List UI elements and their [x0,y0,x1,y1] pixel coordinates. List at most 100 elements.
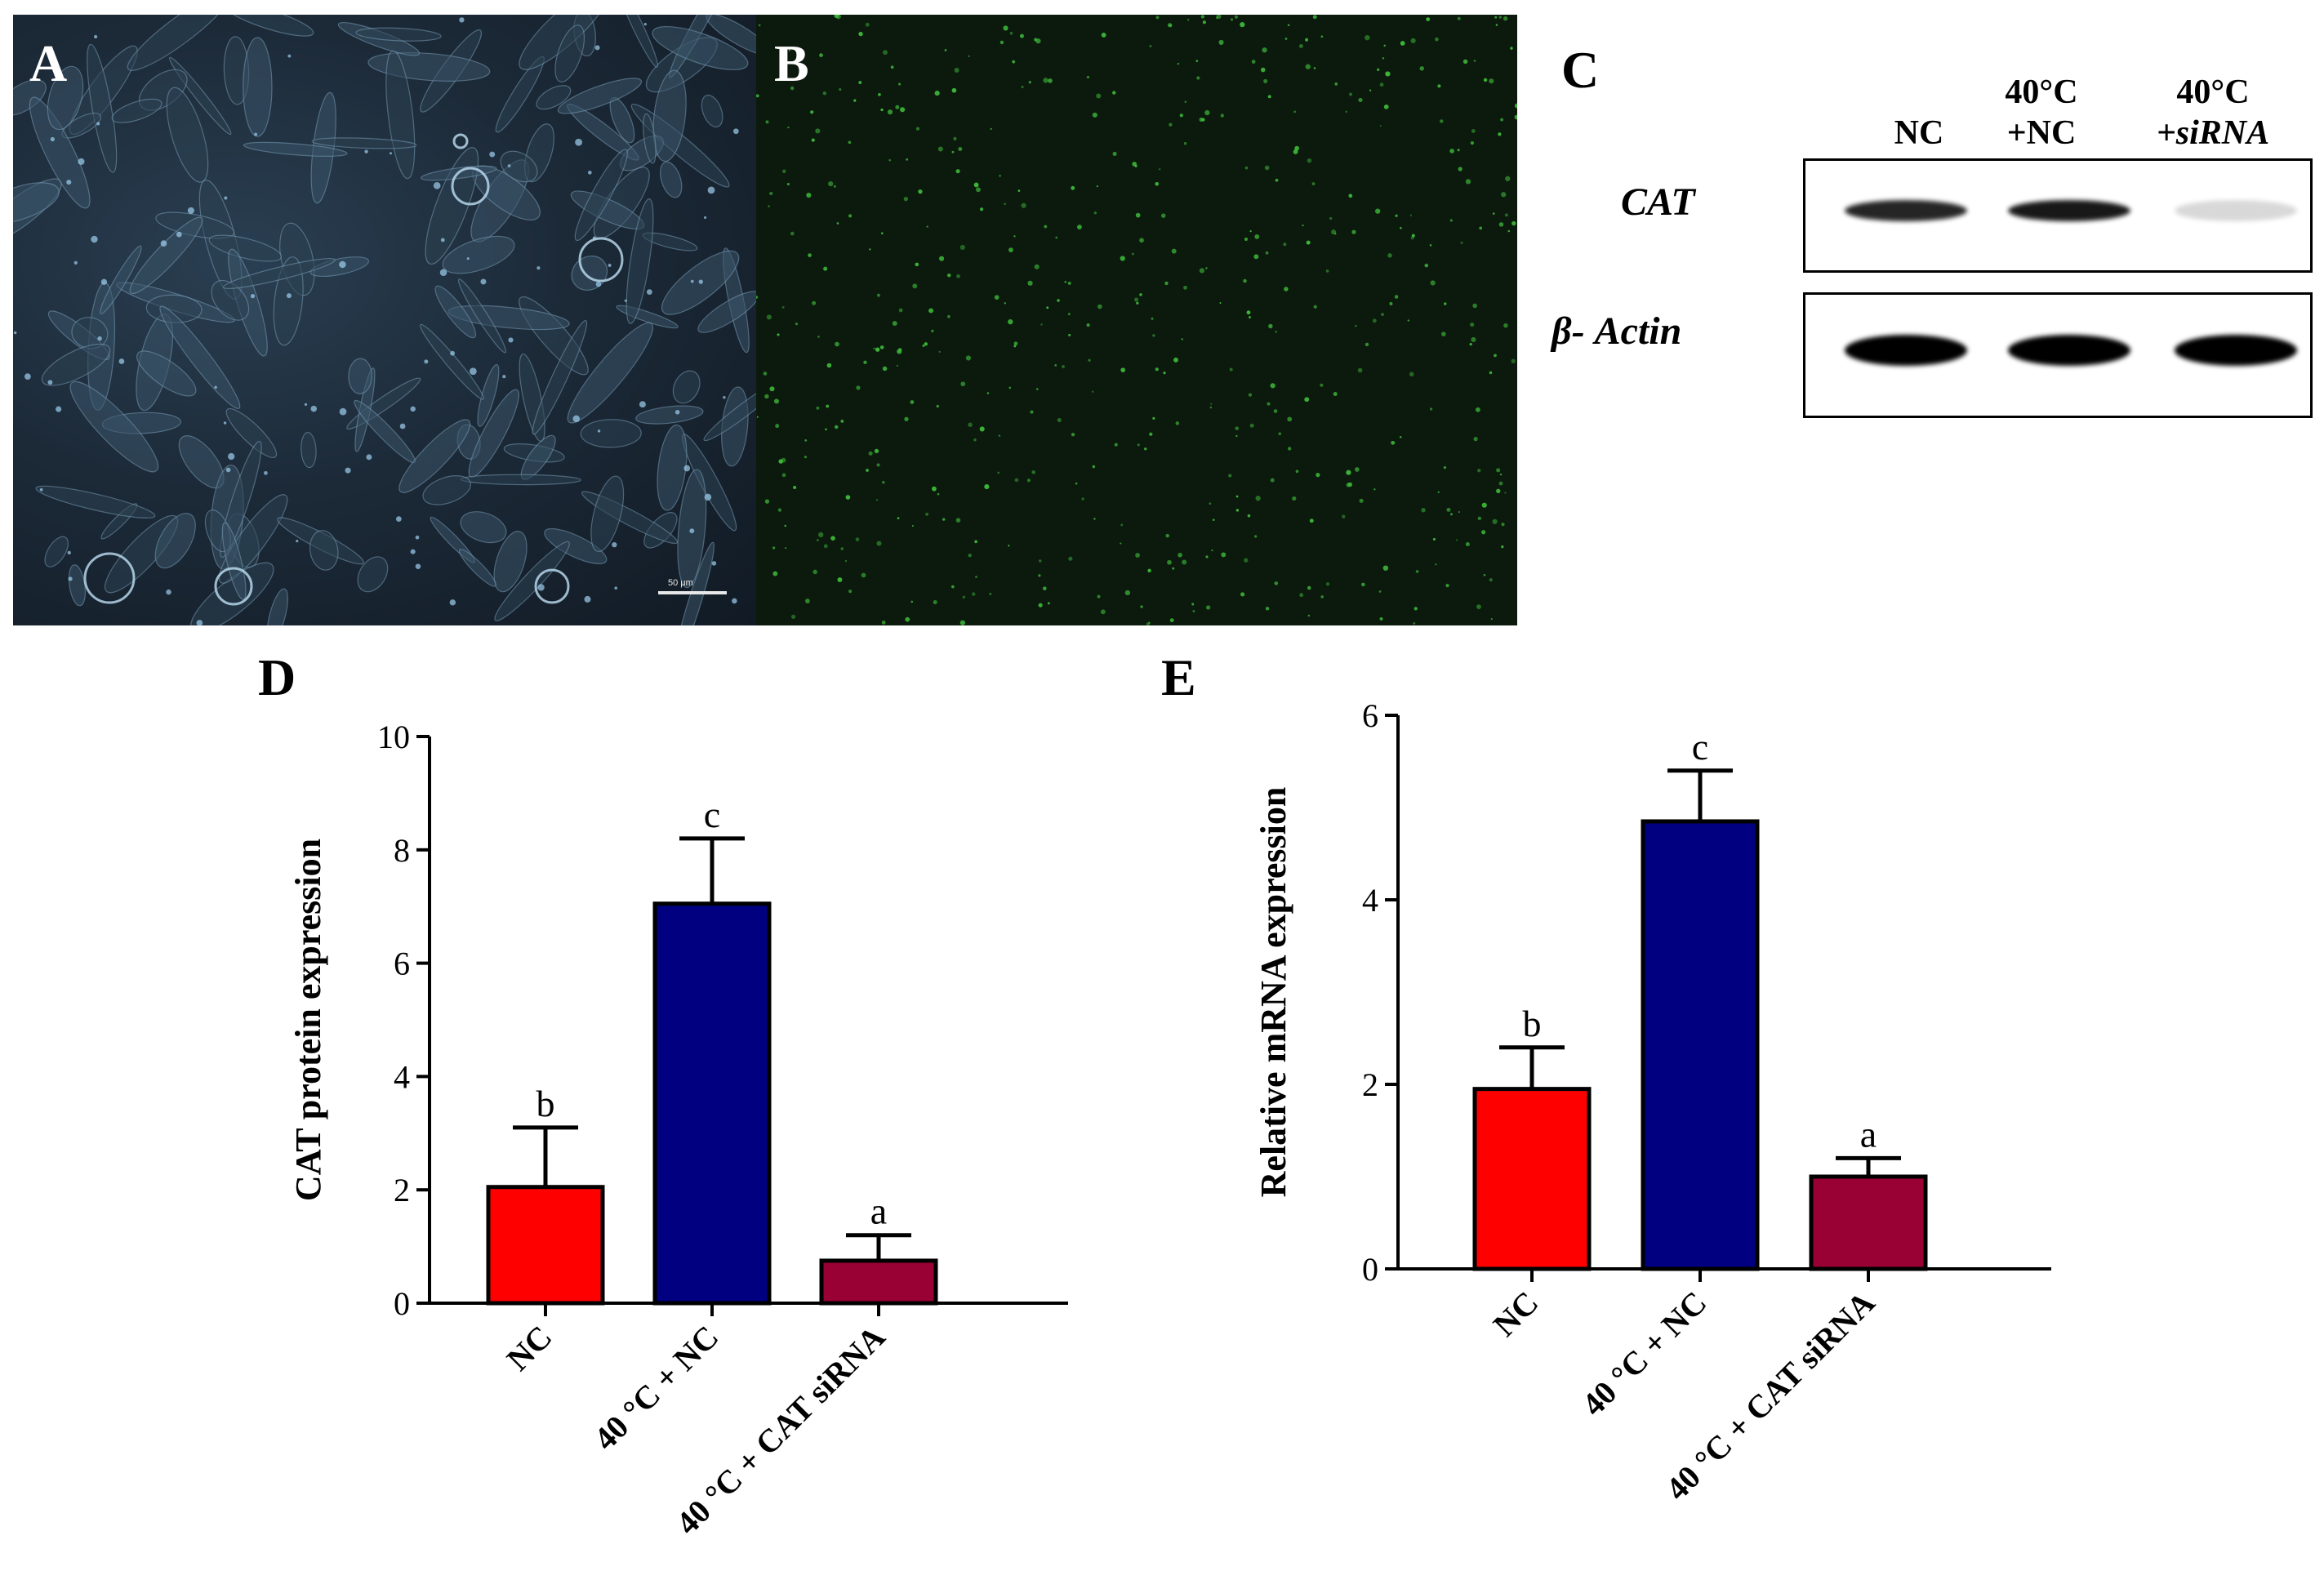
fluorescent-dot [1220,113,1224,118]
cell-granule [507,164,511,167]
fluorescent-dot [974,540,977,544]
fluorescent-dot [1421,508,1426,513]
cell-granule [536,266,541,270]
fluorescent-dot [1498,481,1503,486]
fluorescent-dot [1294,145,1299,151]
fluorescent-dot [1383,105,1389,109]
fluorescent-dot [1354,467,1360,472]
cell-granule [24,373,31,381]
fluorescent-dot [1372,318,1377,323]
fluorescent-dot [1378,590,1382,593]
fluorescent-dot [997,471,1000,474]
cell-granule [690,279,694,283]
fluorescent-dot [1034,38,1038,42]
fluorescent-dot [937,146,943,152]
fluorescent-dot [1120,367,1125,372]
fluorescent-dot [1086,323,1090,327]
fluorescent-dot [883,50,888,56]
fluorescent-dot [1473,437,1478,442]
fluorescent-dot [1187,19,1190,21]
fluorescent-dot [1088,358,1091,362]
fluorescent-dot [1092,112,1097,118]
cell-granule [13,331,17,335]
fluorescent-dot [1267,95,1271,99]
fluorescent-dot [1449,219,1453,222]
fluorescent-dot [866,469,869,472]
fluorescent-dot [833,185,836,188]
fluorescent-dot [1503,323,1508,328]
fluorescent-dot [764,394,769,399]
fluorescent-dot [1331,229,1337,235]
cell-granule [624,299,627,302]
cell-shape [442,235,515,274]
fluorescent-dot [1008,318,1013,325]
fluorescent-dot [958,147,963,151]
fluorescent-dot [1494,354,1497,358]
cell-granule [39,487,43,492]
cell-granule [674,409,680,415]
cell-granule [366,454,372,461]
cell-granule [389,152,392,155]
cell-granule [73,260,78,265]
fluorescent-dot [823,266,828,271]
x-tick-label: 40 °C + NC [1574,1284,1713,1423]
fluorescent-dot [1212,518,1215,521]
fluorescent-dot [875,498,879,501]
cell-granule [410,406,416,412]
fluorescent-dot [973,438,977,442]
fluorescent-dot [1395,214,1398,217]
fluorescent-dot [1511,220,1516,226]
fluorescent-dot [845,495,851,500]
fluorescent-dot [1148,621,1151,625]
cell-shape [554,24,585,82]
fluorescent-dot [1329,216,1333,220]
fluorescent-dot [1333,392,1338,397]
fluorescent-dot [1287,24,1290,27]
fluorescent-dot [955,518,961,523]
cell-shape [311,137,417,149]
fluorescent-dot [1313,67,1316,69]
cell-granule [228,452,235,461]
fluorescent-dot [758,24,761,27]
fluorescent-dot [1306,240,1311,245]
bar [652,901,772,1306]
fluorescent-dot [1260,67,1266,73]
fluorescent-dot [1489,371,1493,375]
fluorescent-dot [1473,60,1476,62]
fluorescent-dot [1469,343,1472,346]
round-cell [83,552,136,604]
fluorescent-dot [1262,47,1267,53]
bar [486,1185,605,1306]
fluorescent-dot [1510,47,1513,50]
cell-granule [97,336,102,341]
cell-granule [410,549,416,554]
fluorescent-dot [1040,323,1043,326]
fluorescent-dot [1008,545,1010,547]
fluorescent-dot [1096,93,1102,99]
fluorescent-dot [1240,592,1245,597]
fluorescent-dot [904,416,909,421]
fluorescent-dot [1365,342,1369,347]
cell-shape [100,245,142,314]
fluorescent-dot [1136,301,1139,305]
fluorescent-dot [1054,363,1057,367]
fluorescent-dot [1369,89,1372,91]
cell-granule [723,396,726,399]
fluorescent-dot [1057,418,1062,423]
blot-band [2175,200,2297,221]
fluorescent-dot [1228,474,1232,478]
fluorescent-dot [1435,37,1439,42]
cell-shape [500,150,538,183]
fluorescent-dot [1495,24,1498,26]
blot-band [1845,200,1967,221]
fluorescent-dot [763,372,768,376]
lane-header-2-line2: +NC [2006,114,2077,153]
fluorescent-dot [1505,176,1511,181]
cell-granule [118,358,125,364]
y-tick-label: 2 [1362,1066,1378,1103]
fluorescent-dot [1503,16,1508,21]
cell-granule [339,407,347,416]
fluorescent-dot [756,94,759,98]
cell-granule [395,516,402,522]
fluorescent-dot [1093,518,1096,520]
